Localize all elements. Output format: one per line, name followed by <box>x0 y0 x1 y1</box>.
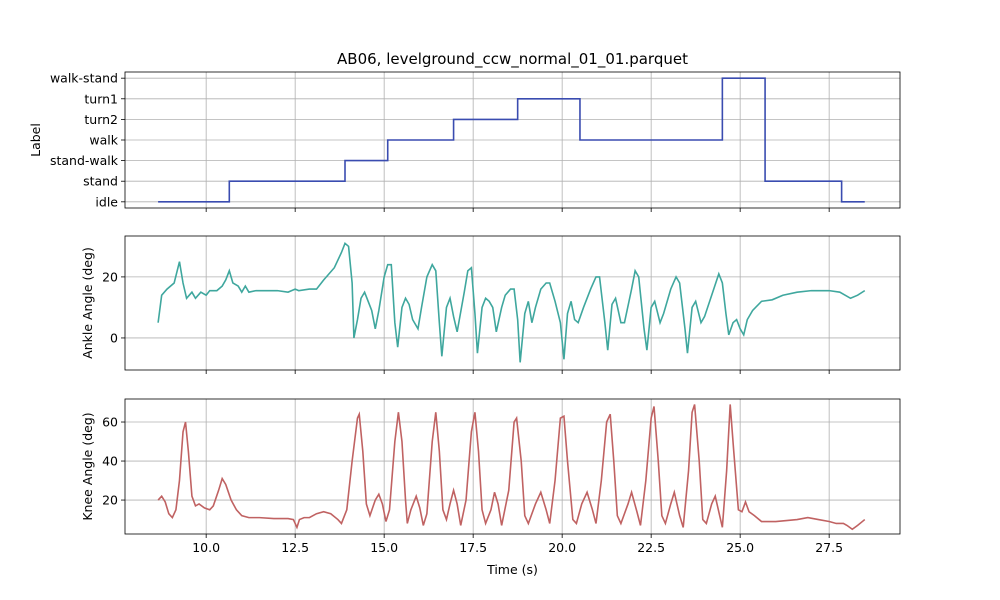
y-tick-label: stand-walk <box>50 153 119 168</box>
chart-title: AB06, levelground_ccw_normal_01_01.parqu… <box>337 50 688 69</box>
y-tick-label: stand <box>83 174 118 189</box>
y-tick-label: 40 <box>102 454 118 469</box>
axes-frame <box>124 71 901 209</box>
y-tick-label: walk <box>89 133 118 148</box>
x-tick-label: 22.5 <box>637 540 665 555</box>
axes-frame <box>124 398 901 535</box>
y-tick-label: walk-stand <box>50 71 118 86</box>
x-tick-label: 17.5 <box>459 540 487 555</box>
y-tick-label: idle <box>95 194 118 209</box>
x-tick-label: 25.0 <box>726 540 754 555</box>
x-axis-label: Time (s) <box>486 562 538 577</box>
axes-frame <box>124 235 901 371</box>
x-tick-label: 12.5 <box>281 540 309 555</box>
y-tick-label: 60 <box>102 415 118 430</box>
x-tick-label: 10.0 <box>192 540 220 555</box>
y-tick-label: turn1 <box>84 91 118 106</box>
y-axis-label: Label <box>28 123 43 157</box>
x-tick-label: 27.5 <box>815 540 843 555</box>
y-axis-label: Knee Angle (deg) <box>80 412 95 520</box>
y-axis-label: Ankle Angle (deg) <box>80 247 95 359</box>
data-line <box>157 404 866 531</box>
x-tick-label: 20.0 <box>548 540 576 555</box>
data-line <box>157 241 866 363</box>
y-tick-label: turn2 <box>84 112 118 127</box>
y-tick-label: 20 <box>102 493 118 508</box>
data-line <box>158 77 865 203</box>
y-tick-label: 20 <box>102 269 118 284</box>
x-tick-label: 15.0 <box>370 540 398 555</box>
y-tick-label: 0 <box>110 330 118 345</box>
